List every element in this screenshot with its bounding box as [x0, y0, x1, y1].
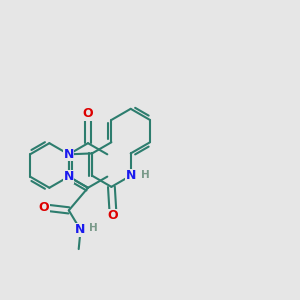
- Text: O: O: [83, 107, 93, 120]
- Text: O: O: [38, 201, 49, 214]
- Text: N: N: [64, 148, 74, 161]
- Text: O: O: [108, 209, 118, 222]
- Text: N: N: [75, 224, 86, 236]
- Text: N: N: [125, 169, 136, 182]
- Text: N: N: [64, 170, 74, 183]
- Text: H: H: [89, 223, 98, 233]
- Text: H: H: [141, 170, 150, 180]
